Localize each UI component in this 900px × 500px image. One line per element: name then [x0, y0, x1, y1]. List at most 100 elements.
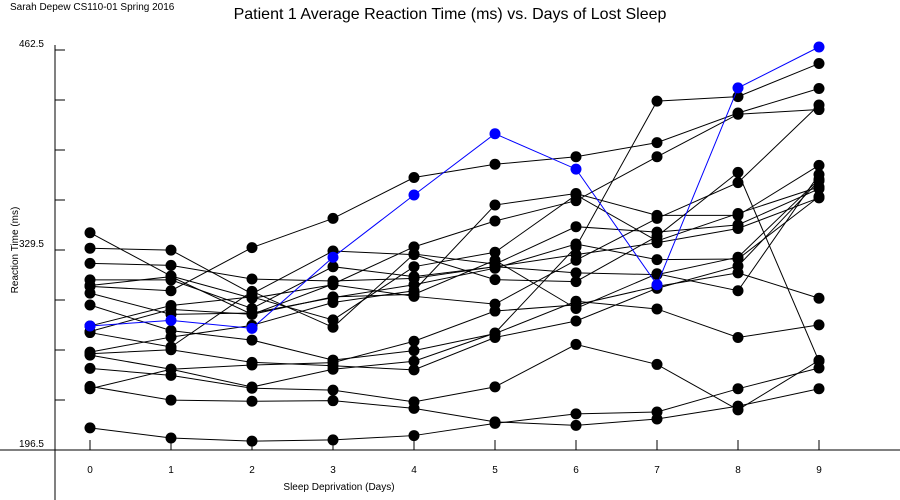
data-point — [570, 254, 582, 266]
data-point — [489, 199, 501, 211]
data-point — [165, 299, 177, 311]
series-line — [89, 186, 820, 327]
data-point — [84, 362, 96, 374]
data-point — [84, 299, 96, 311]
data-point — [651, 95, 663, 107]
highlighted-data-point — [327, 251, 339, 263]
series-line — [89, 104, 820, 305]
data-point — [570, 238, 582, 250]
data-point — [84, 257, 96, 269]
x-tick-label: 2 — [249, 465, 255, 476]
x-tick-label: 8 — [735, 465, 741, 476]
data-point — [813, 383, 825, 395]
data-point — [489, 417, 501, 429]
series-line — [89, 171, 820, 362]
data-point — [651, 406, 663, 418]
data-point — [327, 291, 339, 303]
data-point — [732, 332, 744, 344]
data-point — [813, 173, 825, 185]
chart-title: Patient 1 Average Reaction Time (ms) vs.… — [233, 6, 667, 23]
data-point — [570, 151, 582, 163]
data-point — [408, 290, 420, 302]
data-point — [246, 435, 258, 447]
data-point — [165, 325, 177, 337]
data-point — [84, 227, 96, 239]
highlighted-data-point — [489, 128, 501, 140]
data-point — [327, 275, 339, 287]
data-point — [408, 261, 420, 273]
x-tick-label: 4 — [411, 465, 417, 476]
data-point — [570, 408, 582, 420]
data-point — [570, 267, 582, 279]
data-point — [165, 363, 177, 375]
data-point — [813, 362, 825, 374]
data-point — [651, 254, 663, 266]
data-point — [327, 384, 339, 396]
data-point — [732, 404, 744, 416]
data-point — [813, 192, 825, 204]
data-point — [813, 58, 825, 70]
data-point — [570, 315, 582, 327]
y-tick-label: 329.5 — [19, 239, 44, 250]
data-point — [246, 382, 258, 394]
series-line — [89, 196, 820, 315]
data-point — [408, 364, 420, 376]
data-point — [84, 346, 96, 358]
data-point — [246, 288, 258, 300]
data-point — [651, 358, 663, 370]
series-line — [89, 385, 820, 426]
highlighted-data-point — [732, 82, 744, 94]
author-credit: Sarah Depew CS110-01 Spring 2016 — [10, 2, 175, 13]
highlighted-series-line — [89, 46, 820, 329]
data-point — [570, 189, 582, 201]
data-point — [246, 302, 258, 314]
series-line — [89, 164, 820, 353]
series-line — [90, 197, 820, 310]
data-point — [246, 334, 258, 346]
highlighted-data-point — [813, 41, 825, 53]
data-point — [165, 432, 177, 444]
data-point — [84, 242, 96, 254]
data-point — [246, 273, 258, 285]
data-point — [408, 396, 420, 408]
data-point — [813, 99, 825, 111]
x-tick-label: 5 — [492, 465, 498, 476]
x-tick-label: 0 — [87, 465, 93, 476]
highlighted-data-point — [651, 279, 663, 291]
data-point — [327, 434, 339, 446]
data-point — [813, 159, 825, 171]
data-point — [732, 383, 744, 395]
data-point — [732, 222, 744, 234]
data-point — [651, 212, 663, 224]
series-line — [89, 367, 820, 442]
y-tick-label: 462.5 — [19, 39, 44, 50]
data-point — [327, 314, 339, 326]
data-point — [732, 166, 744, 178]
data-point — [84, 422, 96, 434]
data-point — [165, 285, 177, 297]
data-point — [246, 242, 258, 254]
data-point — [165, 259, 177, 271]
data-point — [165, 244, 177, 256]
data-point — [813, 319, 825, 331]
highlighted-data-point — [570, 163, 582, 175]
data-point — [84, 383, 96, 395]
data-point — [570, 419, 582, 431]
highlighted-data-point — [165, 314, 177, 326]
data-point — [651, 230, 663, 242]
x-tick-label: 9 — [816, 465, 822, 476]
data-point — [408, 172, 420, 184]
data-point — [165, 270, 177, 282]
data-point — [408, 355, 420, 367]
series-line — [89, 174, 820, 315]
data-point — [165, 394, 177, 406]
data-point — [570, 338, 582, 350]
x-axis-label: Sleep Deprivation (Days) — [283, 482, 394, 493]
series-line — [89, 343, 820, 411]
data-point — [489, 246, 501, 258]
series-line — [89, 109, 820, 332]
data-point — [327, 395, 339, 407]
highlighted-data-point — [246, 322, 258, 334]
x-tick-label: 3 — [330, 465, 336, 476]
